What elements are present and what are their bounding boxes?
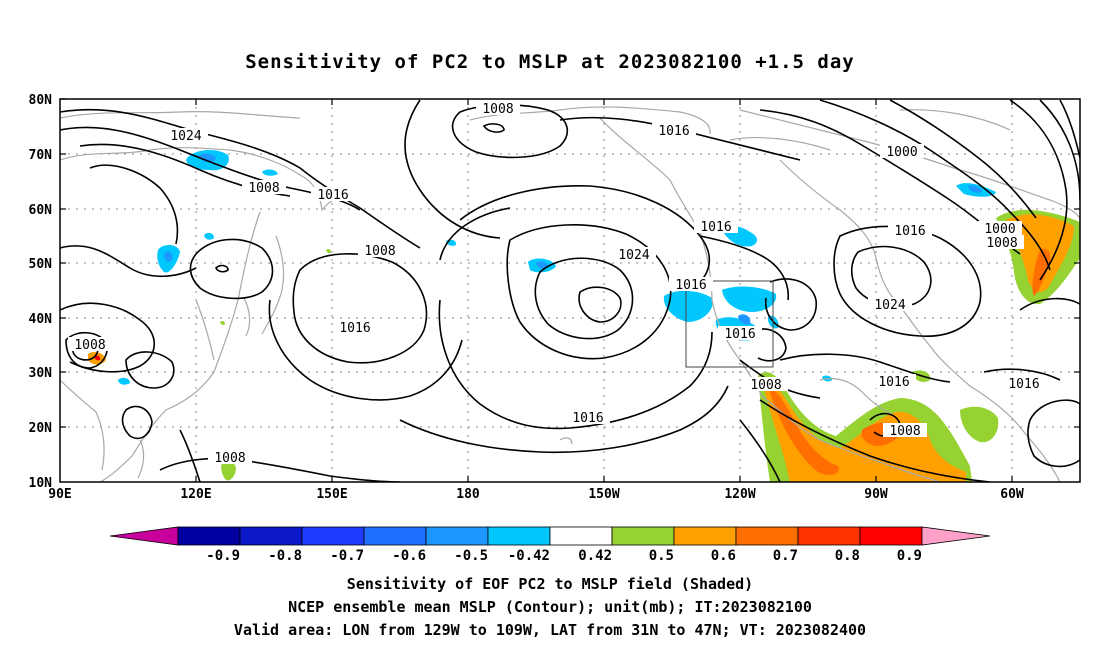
colorbar-segment [797,526,861,546]
colorbar-label: 0.42 [578,548,612,564]
colorbar-label: 0.9 [897,548,922,564]
contour-label: 1016 [339,321,370,336]
contour-label: 1016 [675,278,706,293]
colorbar-label: 0.7 [773,548,798,564]
lon-label: 60W [1000,487,1024,502]
contour-label: 1024 [170,129,201,144]
colorbar-label: -0.42 [508,548,550,564]
lat-label: 40N [29,312,53,327]
lon-label: 90W [864,487,888,502]
colorbar-segment [673,526,737,546]
contour-label: 1016 [658,124,689,139]
contour-label: 1024 [618,248,649,263]
colorbar-extend-low [109,526,179,546]
axis-ticks [60,98,1080,482]
contour-label: 1008 [750,378,781,393]
contour-label: 1016 [1008,377,1039,392]
contour-label: 1000 [886,145,917,160]
colorbar-segment [301,526,365,546]
colorbar-segment [735,526,799,546]
contour-label: 1016 [894,224,925,239]
latitude-labels: 80N 70N 60N 50N 40N 30N 20N 10N [29,93,53,491]
colorbar: -0.9 -0.8 -0.7 -0.6 -0.5 -0.42 0.42 0.5 0.6 0.7 0.… [109,526,991,564]
valid-area-box [685,280,774,368]
colorbar-label: 0.5 [649,548,674,564]
caption-line-1: Sensitivity of EOF PC2 to MSLP field (Sh… [347,575,753,593]
colorbar-segment [177,526,241,546]
caption-line-2: NCEP ensemble mean MSLP (Contour); unit(… [288,598,812,616]
lat-label: 10N [29,476,53,491]
lat-label: 70N [29,148,53,163]
colorbar-label: -0.5 [454,548,488,564]
colorbar-segment [425,526,489,546]
figure-title: Sensitivity of PC2 to MSLP at 2023082100… [245,51,855,73]
contour-label: 1008 [986,236,1017,251]
colorbar-segment [487,526,551,546]
contour-label: 1008 [248,181,279,196]
contour-label: 1016 [572,411,603,426]
map-panel: 1008 1016 1024 1008 1016 1008 1016 1024 … [29,93,1081,502]
caption-line-3: Valid area: LON from 129W to 109W, LAT f… [234,621,866,639]
lon-label: 120E [180,487,211,502]
contour-label: 1024 [874,298,905,313]
colorbar-segment [239,526,303,546]
contour-label: 1016 [878,375,909,390]
contour-label: 1016 [724,327,755,342]
contour-label: 1016 [317,188,348,203]
colorbar-segment [859,526,923,546]
contour-label: 1008 [74,338,105,353]
colorbar-label: 0.8 [835,548,860,564]
lon-label: 150W [588,487,619,502]
lon-label: 90E [48,487,71,502]
contour-label: 1008 [364,244,395,259]
lat-label: 20N [29,421,53,436]
lon-label: 120W [724,487,755,502]
lat-label: 60N [29,203,53,218]
lat-label: 30N [29,366,53,381]
coastlines [60,106,1080,482]
map-frame [59,98,1081,483]
colorbar-label: -0.6 [392,548,426,564]
contour-label: 1016 [700,220,731,235]
colorbar-label: -0.9 [206,548,240,564]
sensitivity-shading [88,149,1080,482]
lon-label: 150E [316,487,347,502]
colorbar-label: 0.6 [711,548,736,564]
lat-label: 80N [29,93,53,108]
colorbar-label: -0.7 [330,548,364,564]
contour-label: 1008 [214,451,245,466]
lon-label: 180 [456,487,480,502]
lat-label: 50N [29,257,53,272]
contour-label: 1000 [984,222,1015,237]
contour-label: 1008 [889,424,920,439]
colorbar-segment [611,526,675,546]
colorbar-label: -0.8 [268,548,302,564]
colorbar-segment [363,526,427,546]
colorbar-extend-high [921,526,991,546]
contour-label-layer: 1008 1016 1024 1008 1016 1008 1016 1024 … [68,101,1046,466]
longitude-labels: 90E 120E 150E 180 150W 120W 90W 60W [48,487,1024,502]
contour-label: 1008 [482,102,513,117]
colorbar-segment [549,526,613,546]
